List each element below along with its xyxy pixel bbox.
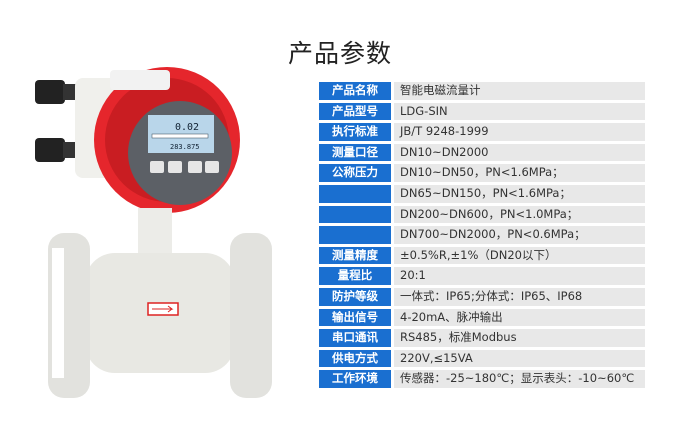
spec-label: 产品型号 <box>319 102 391 121</box>
spec-row: DN65~DN150，PN<1.6MPa； <box>319 184 645 203</box>
spec-value: RS485，标准Modbus <box>394 329 645 347</box>
spec-value: 智能电磁流量计 <box>394 82 645 100</box>
spec-row: 公称压力 DN10~DN50，PN<1.6MPa； <box>319 164 645 182</box>
spec-row: 防护等级 一体式：IP65;分体式：IP65、IP68 <box>319 287 645 306</box>
spec-value: JB/T 9248-1999 <box>394 123 645 141</box>
spec-label <box>319 205 391 224</box>
spec-label: 执行标准 <box>319 123 391 141</box>
spec-label <box>319 226 391 244</box>
spec-row: DN200~DN600，PN<1.0MPa； <box>319 205 645 224</box>
spec-row: 产品型号 LDG-SIN <box>319 102 645 121</box>
spec-label: 工作环境 <box>319 370 391 388</box>
spec-label: 产品名称 <box>319 82 391 100</box>
keypad-icon <box>150 161 219 173</box>
spec-value: 传感器：-25~180℃；显示表头：-10~60℃ <box>394 370 645 388</box>
display-total: 283.875 <box>170 143 200 151</box>
spec-row: 测量口径 DN10~DN2000 <box>319 143 645 162</box>
spec-row: 测量精度 ±0.5%R,±1%（DN20以下） <box>319 246 645 265</box>
spec-row: 输出信号 4-20mA、脉冲输出 <box>319 308 645 327</box>
spec-label: 串口通讯 <box>319 329 391 347</box>
spec-value: ±0.5%R,±1%（DN20以下） <box>394 246 645 265</box>
spec-row: 产品名称 智能电磁流量计 <box>319 82 645 100</box>
flowmeter-image: 0.02 283.875 <box>35 67 272 398</box>
spec-value: DN10~DN50，PN<1.6MPa； <box>394 164 645 182</box>
spec-label: 测量精度 <box>319 246 391 265</box>
spec-label: 量程比 <box>319 267 391 285</box>
spec-value: 4-20mA、脉冲输出 <box>394 308 645 327</box>
spec-label: 供电方式 <box>319 349 391 368</box>
spec-value: DN200~DN600，PN<1.0MPa； <box>394 205 645 224</box>
spec-row: 工作环境 传感器：-25~180℃；显示表头：-10~60℃ <box>319 370 645 388</box>
spec-value: 20:1 <box>394 267 645 285</box>
spec-value: LDG-SIN <box>394 102 645 121</box>
spec-label: 测量口径 <box>319 143 391 162</box>
spec-value: DN700~DN2000，PN<0.6MPa； <box>394 226 645 244</box>
spec-label: 输出信号 <box>319 308 391 327</box>
spec-label: 防护等级 <box>319 287 391 306</box>
spec-value: DN10~DN2000 <box>394 143 645 162</box>
spec-value: 220V,≤15VA <box>394 349 645 368</box>
spec-row: 串口通讯 RS485，标准Modbus <box>319 329 645 347</box>
spec-row: 执行标准 JB/T 9248-1999 <box>319 123 645 141</box>
spec-label: 公称压力 <box>319 164 391 182</box>
spec-value: DN65~DN150，PN<1.6MPa； <box>394 184 645 203</box>
spec-table: 产品名称 智能电磁流量计 产品型号 LDG-SIN 执行标准 JB/T 9248-19… <box>319 82 645 391</box>
spec-label <box>319 184 391 203</box>
page-title: 产品参数 <box>287 39 392 68</box>
display-reading: 0.02 <box>175 122 199 133</box>
spec-row: 供电方式 220V,≤15VA <box>319 349 645 368</box>
spec-row: 量程比 20:1 <box>319 267 645 285</box>
spec-row: DN700~DN2000，PN<0.6MPa； <box>319 226 645 244</box>
cable-gland-icon <box>35 80 77 162</box>
spec-value: 一体式：IP65;分体式：IP65、IP68 <box>394 287 645 306</box>
